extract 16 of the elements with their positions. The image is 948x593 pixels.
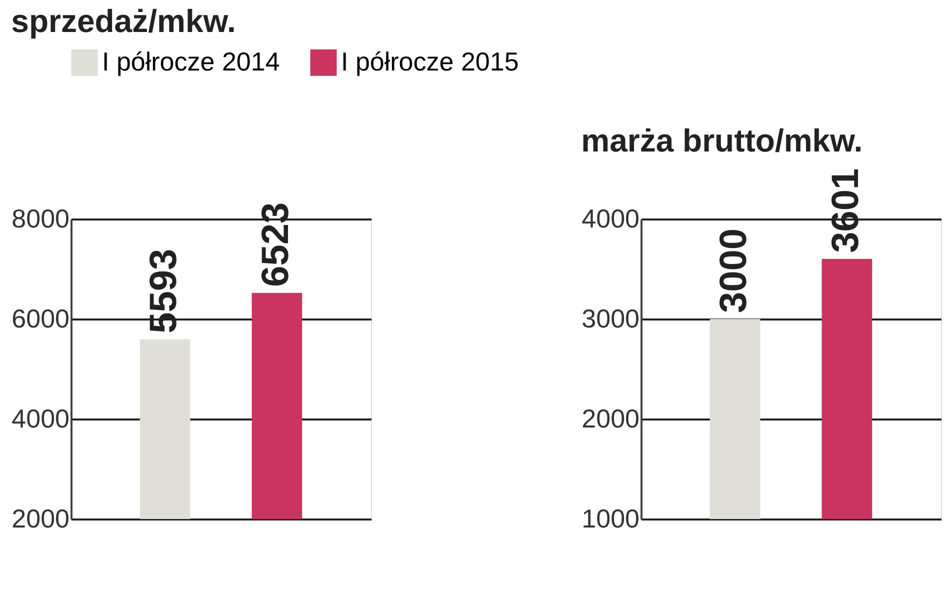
y-tick-label: 6000 bbox=[12, 304, 70, 334]
y-tick-label: 3000 bbox=[582, 304, 640, 334]
data-label: 5593 bbox=[143, 248, 186, 334]
y-tick-label: 4000 bbox=[12, 404, 70, 434]
chart-title: sprzedaż/mkw. bbox=[11, 3, 236, 39]
chart-title: marża brutto/mkw. bbox=[581, 122, 863, 158]
data-label: 3601 bbox=[824, 168, 867, 253]
y-tick-label: 2000 bbox=[582, 404, 640, 434]
y-tick-label: 1000 bbox=[582, 504, 640, 534]
y-tick-label: 8000 bbox=[12, 204, 70, 234]
y-tick-label: 4000 bbox=[582, 204, 640, 234]
legend-label: I półrocze 2014 bbox=[102, 46, 280, 77]
legend-label: I półrocze 2015 bbox=[341, 46, 519, 77]
y-tick-label: 2000 bbox=[12, 504, 70, 534]
data-label: 3000 bbox=[713, 228, 756, 313]
data-label: 6523 bbox=[254, 202, 297, 287]
